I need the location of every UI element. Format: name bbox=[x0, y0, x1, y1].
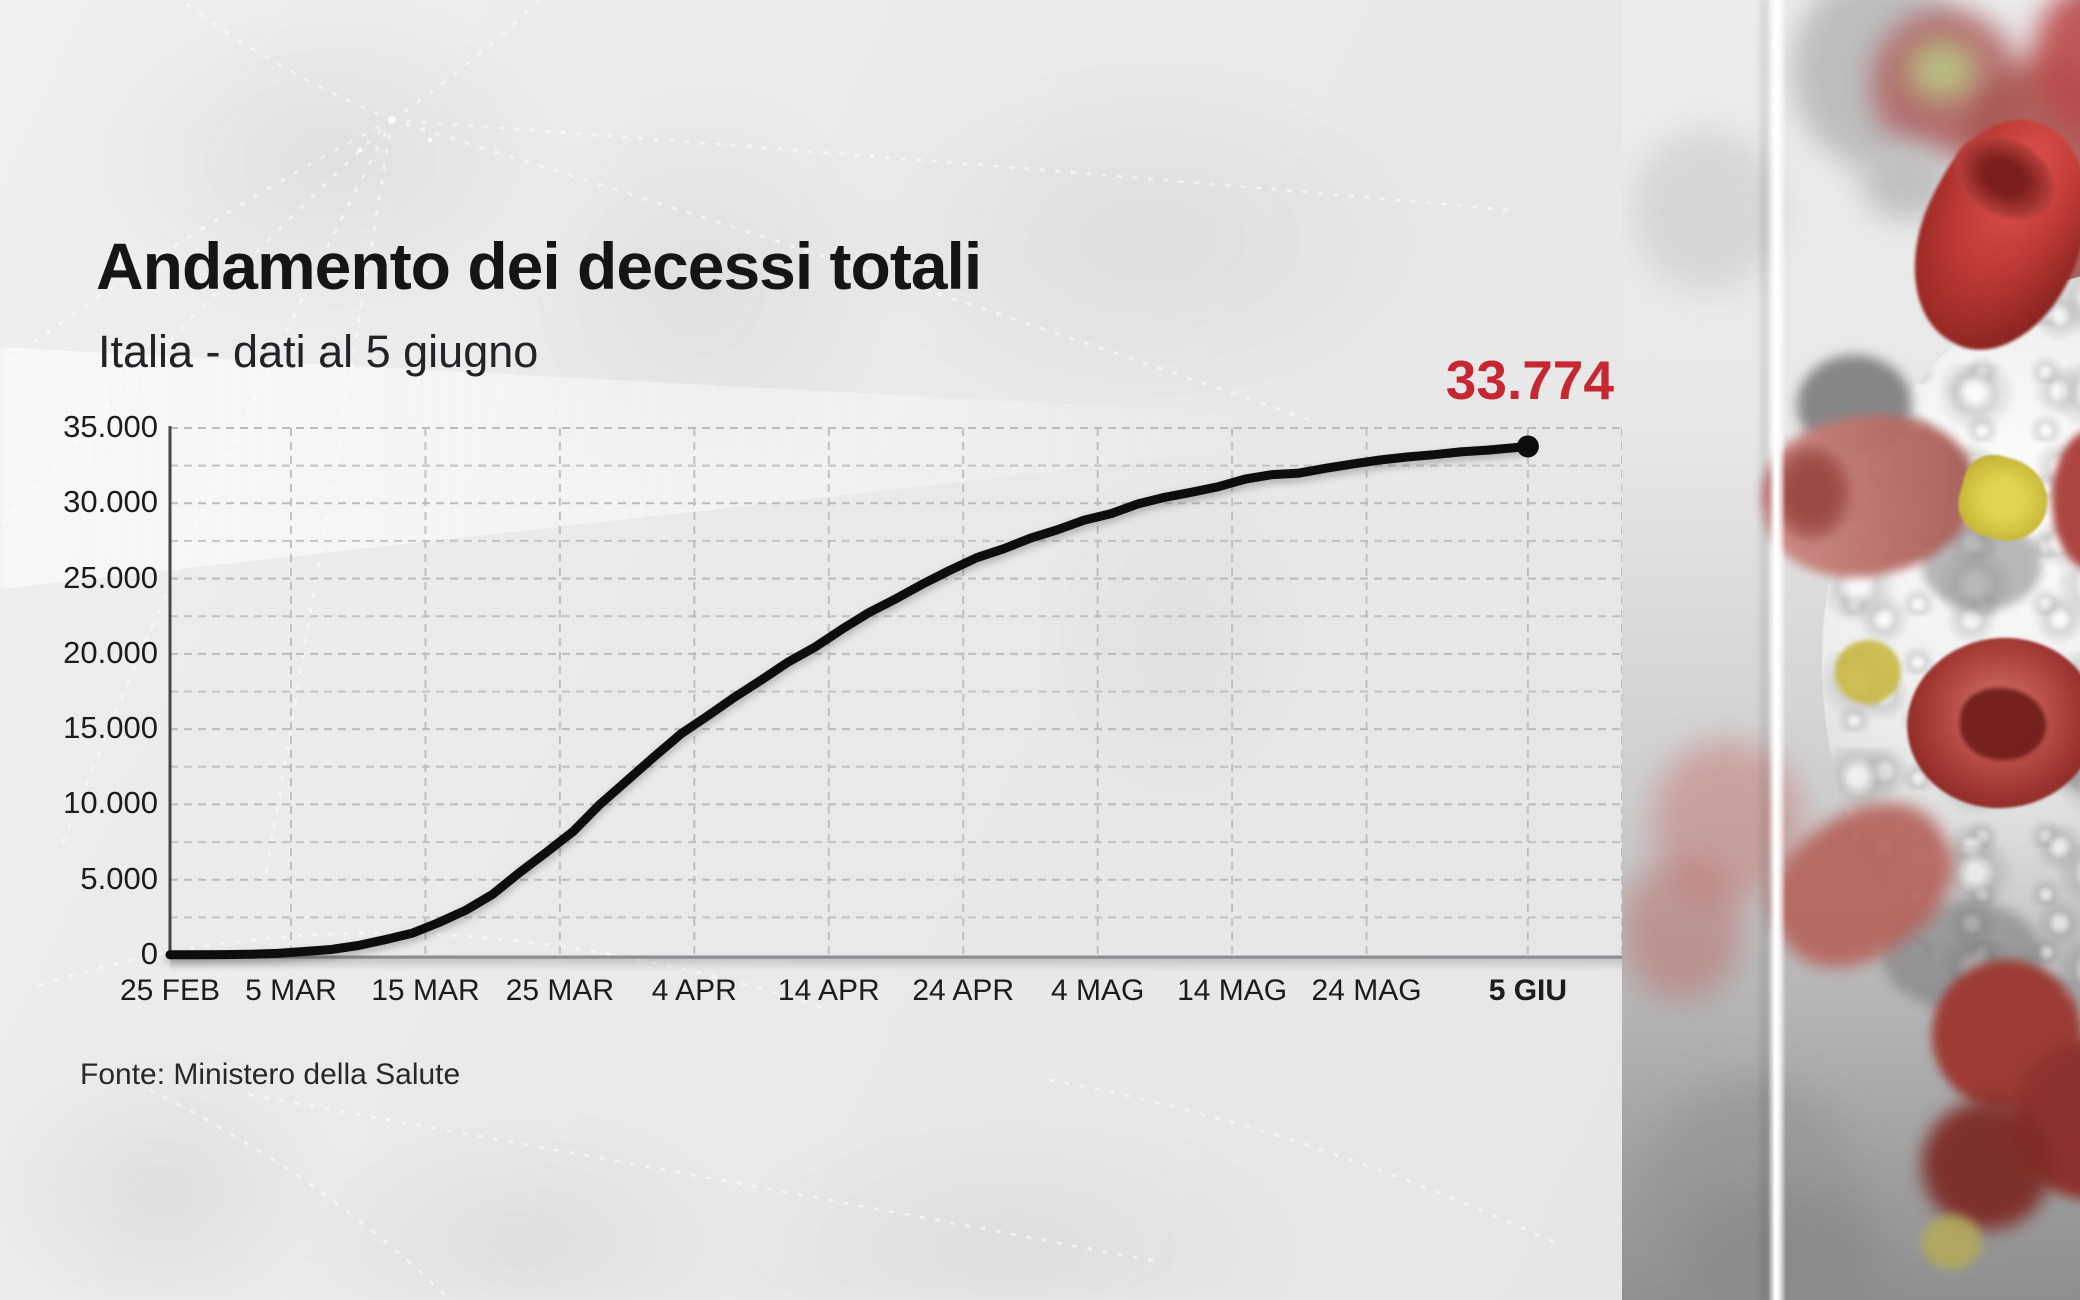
x-tick-label: 24 APR bbox=[883, 974, 1043, 1008]
y-tick-label: 5.000 bbox=[0, 861, 158, 897]
blurred-blob bbox=[1622, 860, 1742, 1000]
stripe-seam bbox=[1760, 0, 1768, 1300]
axis-shadow bbox=[170, 958, 1622, 971]
source-note: Fonte: Ministero della Salute bbox=[80, 1058, 460, 1092]
red-spike-center-crater bbox=[1960, 688, 2046, 760]
y-tick-label: 35.000 bbox=[0, 409, 158, 445]
y-tick-label: 15.000 bbox=[0, 710, 158, 746]
x-tick-label: 15 MAR bbox=[345, 974, 505, 1008]
x-tick-label: 14 MAG bbox=[1152, 974, 1312, 1008]
x-tick-label: 5 MAR bbox=[211, 974, 371, 1008]
x-tick-label: 5 GIU bbox=[1448, 974, 1608, 1008]
y-tick-label: 25.000 bbox=[0, 560, 158, 596]
white-stripe-core bbox=[1774, 0, 1778, 1300]
yellow-patch bbox=[1922, 1215, 1982, 1270]
x-tick-label: 4 APR bbox=[614, 974, 774, 1008]
yellow-patch bbox=[1835, 640, 1901, 704]
y-tick-label: 0 bbox=[0, 936, 158, 972]
blurred-blob bbox=[1907, 40, 1977, 100]
y-tick-label: 20.000 bbox=[0, 635, 158, 671]
page-title: Andamento dei decessi totali bbox=[96, 228, 982, 304]
x-tick-label: 14 APR bbox=[749, 974, 909, 1008]
x-tick-label: 25 MAR bbox=[480, 974, 640, 1008]
x-tick-label: 24 MAG bbox=[1287, 974, 1447, 1008]
y-tick-label: 10.000 bbox=[0, 785, 158, 821]
latest-value-label: 33.774 bbox=[1446, 348, 1614, 412]
data-series bbox=[165, 435, 1539, 960]
y-tick-label: 30.000 bbox=[0, 484, 158, 520]
x-tick-label: 25 FEB bbox=[90, 974, 250, 1008]
red-spike-bottom bbox=[1922, 1100, 2052, 1230]
series-end-dot bbox=[1516, 435, 1539, 458]
deaths-series-line bbox=[165, 442, 1533, 960]
coronavirus-image bbox=[1622, 0, 2080, 1300]
blurred-blob bbox=[1632, 130, 1782, 290]
axes bbox=[168, 426, 1622, 959]
page-subtitle: Italia - dati al 5 giugno bbox=[98, 326, 538, 378]
gridlines bbox=[170, 427, 1623, 955]
x-tick-label: 4 MAG bbox=[1018, 974, 1178, 1008]
